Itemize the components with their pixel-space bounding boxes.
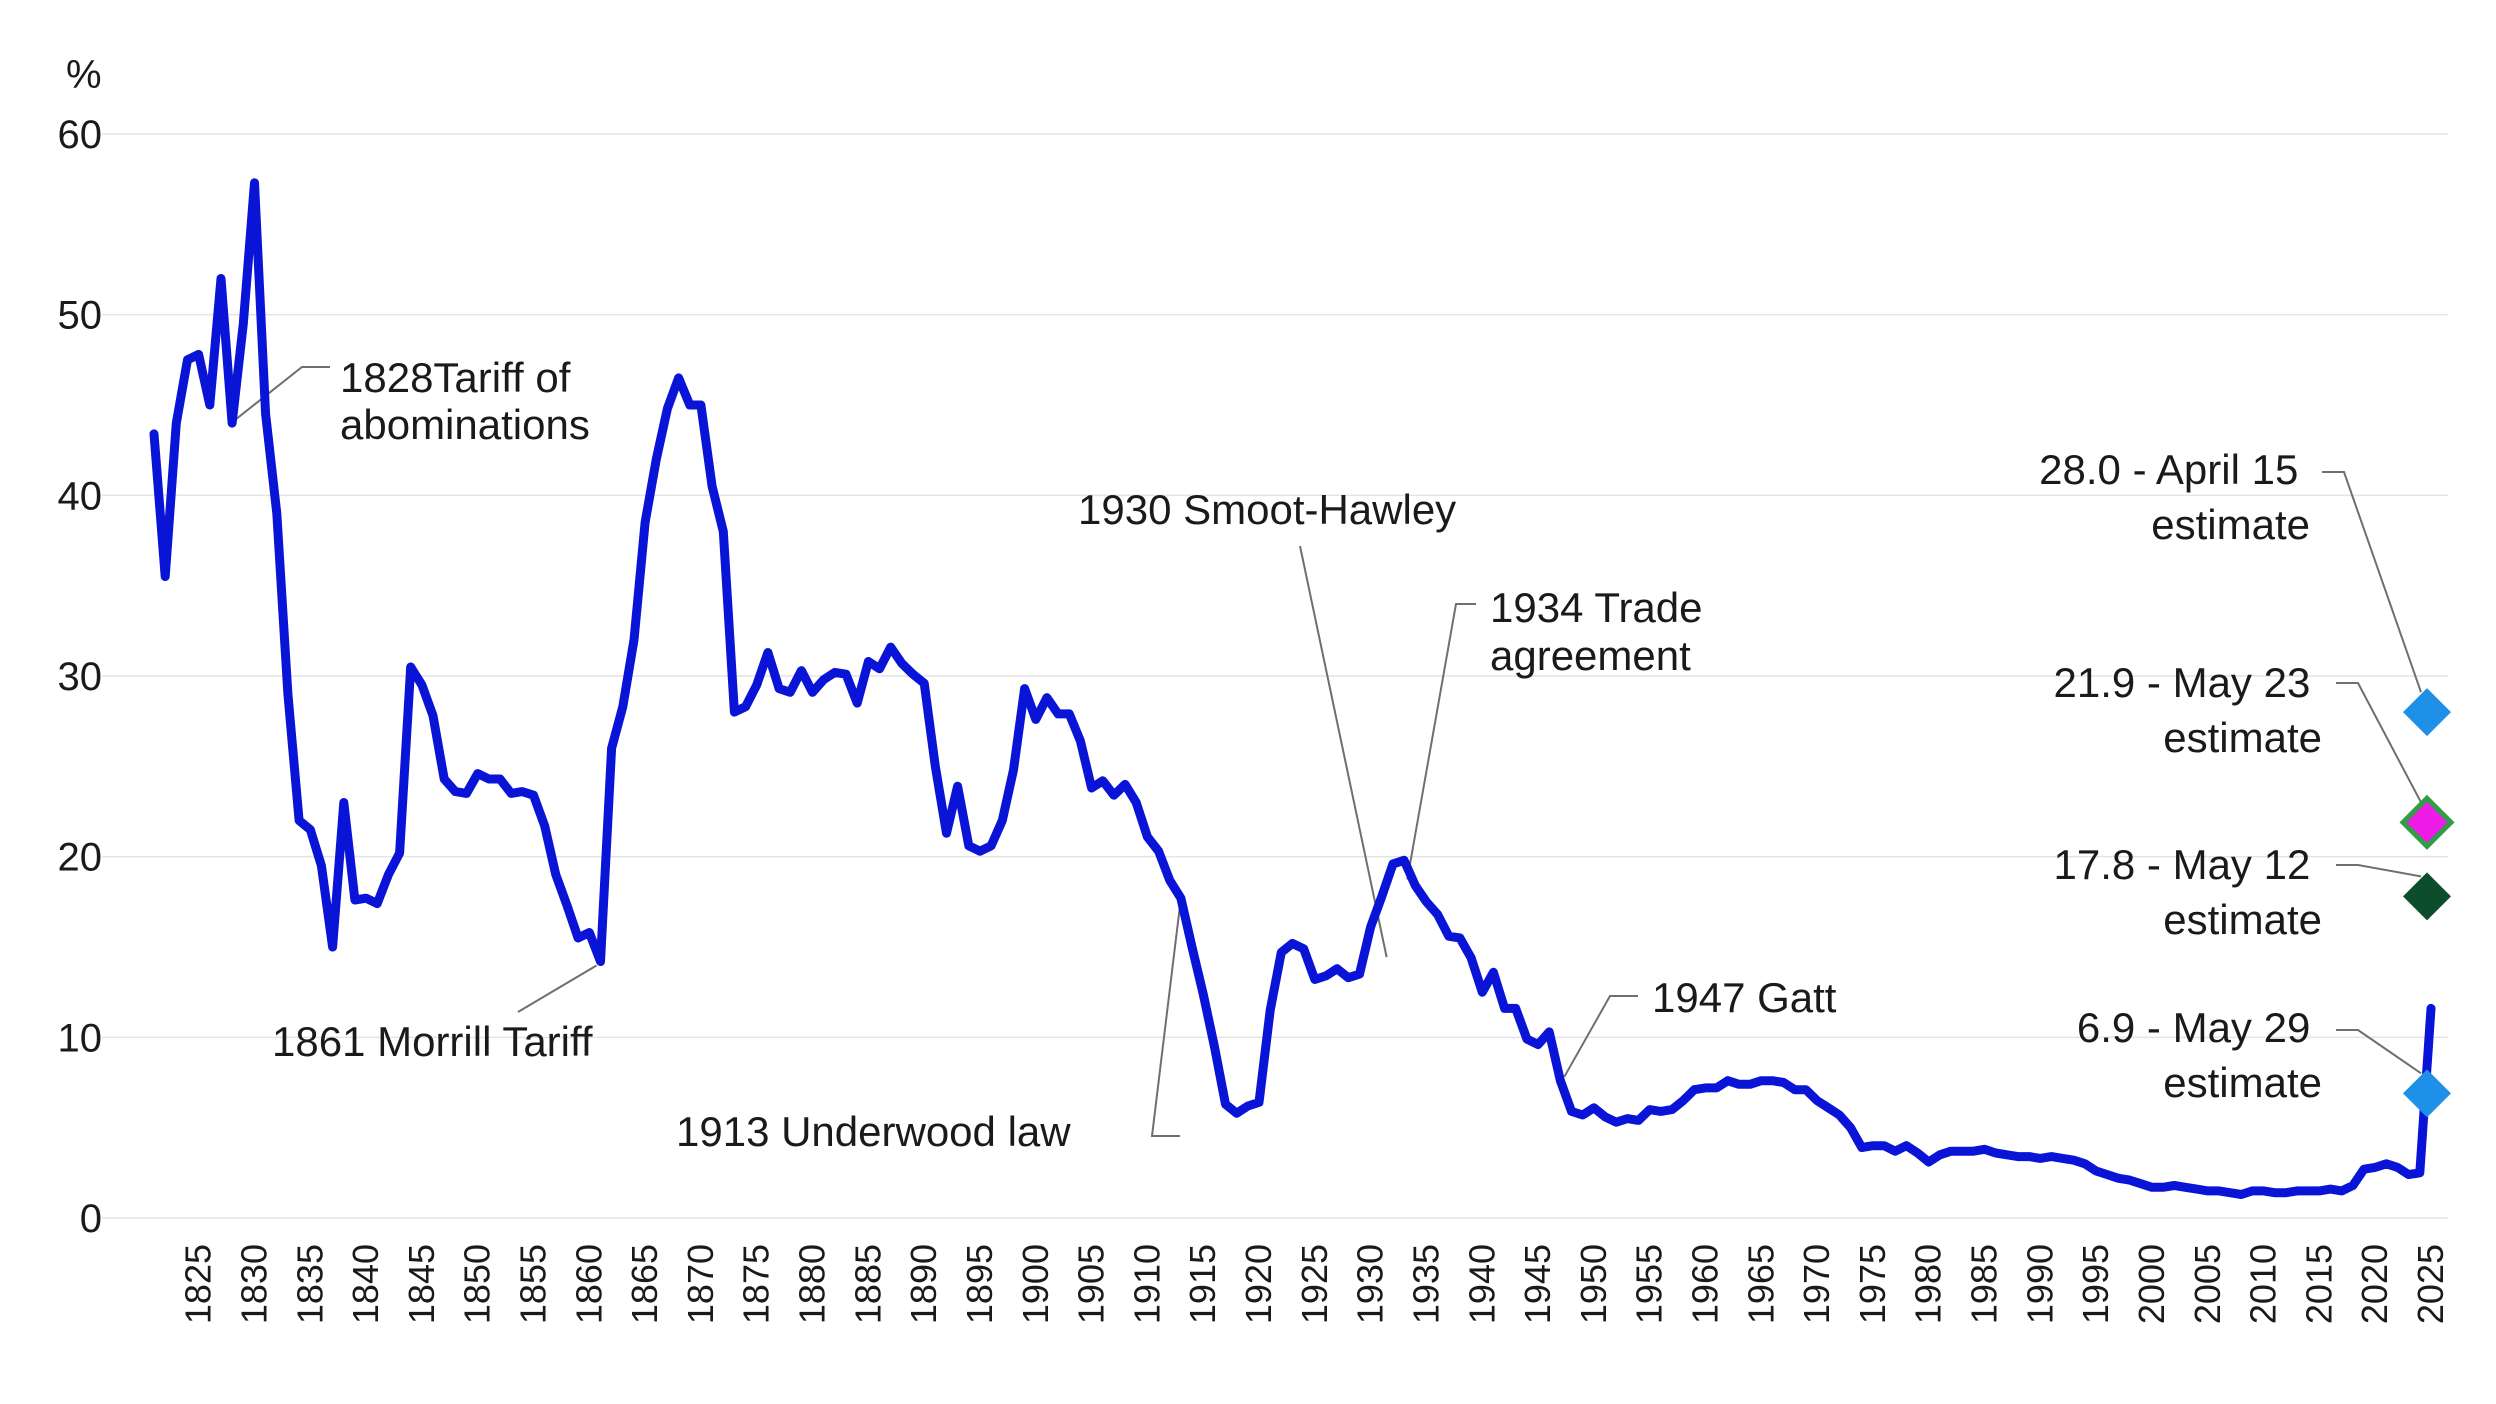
x-tick-label: 1980	[1908, 1244, 1949, 1324]
annotation-1913-label: 1913 Underwood law	[676, 1108, 1071, 1155]
estimate-leader-1	[2336, 682, 2422, 803]
annotation-leader-5	[1563, 995, 1638, 1078]
y-tick-label: 60	[58, 113, 103, 157]
annotation-1947-label: 1947 Gatt	[1652, 974, 1837, 1021]
x-tick-label: 1960	[1684, 1244, 1725, 1324]
x-tick-label: 1935	[1405, 1244, 1446, 1324]
x-tick-label: 1900	[1015, 1244, 1056, 1324]
x-tick-label: 1915	[1182, 1244, 1223, 1324]
y-tick-label: 30	[58, 655, 103, 699]
x-tick-label: 1890	[903, 1244, 944, 1324]
x-tick-label: 1990	[2019, 1244, 2060, 1324]
x-tick-label: 1845	[401, 1244, 442, 1324]
annotation-leaders	[235, 366, 2422, 1137]
tariff-series-line	[149, 178, 2436, 1199]
x-tick-label: 1830	[233, 1244, 274, 1324]
y-tick-label: 50	[58, 294, 103, 338]
x-tick-label: 2005	[2187, 1244, 2228, 1324]
estimate-april15-label: 28.0 - April 15 estimate	[2039, 446, 2310, 548]
estimate-leader-2	[2336, 864, 2422, 878]
estimate-leader-0	[2322, 471, 2422, 693]
x-tick-label: 1910	[1126, 1244, 1167, 1324]
x-tick-label: 1940	[1461, 1244, 1502, 1324]
x-tick-label: 1835	[289, 1244, 330, 1324]
estimate-marker-0	[2403, 688, 2451, 737]
x-axis-ticks: 1825 1830 1835 1840 1845 1850 1855 1860 1865 1870…	[178, 1244, 2451, 1324]
y-tick-label: 0	[80, 1197, 102, 1241]
annotation-leader-3	[1299, 545, 1388, 958]
x-tick-label: 1825	[178, 1244, 219, 1324]
x-tick-label: 1950	[1573, 1244, 1614, 1324]
x-tick-label: 1905	[1071, 1244, 1112, 1324]
x-tick-label: 1930	[1350, 1244, 1391, 1324]
annotation-leader-0	[235, 366, 330, 420]
x-tick-label: 1860	[568, 1244, 609, 1324]
x-tick-label: 1955	[1629, 1244, 1670, 1324]
x-tick-label: 1995	[2075, 1244, 2116, 1324]
estimate-may29-label: 6.9 - May 29 estimate	[2077, 1004, 2322, 1106]
gridlines	[102, 133, 2448, 1219]
x-tick-label: 1985	[1964, 1244, 2005, 1324]
annotation-leader-2	[1150, 898, 1182, 1137]
annotation-1930-label: 1930 Smoot-Hawley	[1078, 486, 1456, 533]
x-tick-label: 1880	[792, 1244, 833, 1324]
x-tick-label: 1850	[457, 1244, 498, 1324]
x-tick-label: 2010	[2243, 1244, 2284, 1324]
estimate-marker-1	[2399, 794, 2455, 850]
y-axis-ticks: 0 10 20 30 40 50 60	[58, 113, 103, 1241]
x-tick-label: 2020	[2354, 1244, 2395, 1324]
estimate-may23-label: 21.9 - May 23 estimate	[2054, 659, 2322, 761]
estimate-may12-label: 17.8 - May 12 estimate	[2054, 841, 2322, 943]
x-tick-label: 2025	[2410, 1244, 2451, 1324]
x-tick-label: 1895	[959, 1244, 1000, 1324]
estimate-markers	[2399, 688, 2455, 1118]
y-tick-label: 10	[58, 1016, 103, 1060]
y-tick-label: 40	[58, 474, 103, 518]
x-tick-label: 1875	[736, 1244, 777, 1324]
annotation-leader-1	[517, 964, 597, 1013]
x-tick-label: 1840	[345, 1244, 386, 1324]
annotation-1828-label: 1828Tariff of abominations	[340, 354, 590, 448]
x-tick-label: 2015	[2298, 1244, 2339, 1324]
x-tick-label: 1885	[847, 1244, 888, 1324]
estimate-marker-2	[2403, 872, 2451, 921]
x-tick-label: 1970	[1796, 1244, 1837, 1324]
y-axis-unit: %	[66, 53, 102, 97]
x-tick-label: 1870	[680, 1244, 721, 1324]
x-tick-label: 1865	[624, 1244, 665, 1324]
estimate-leader-3	[2336, 1029, 2422, 1075]
estimate-marker-3	[2403, 1069, 2451, 1118]
x-tick-label: 1965	[1740, 1244, 1781, 1324]
annotation-1934-label: 1934 Trade agreement	[1490, 584, 1714, 679]
x-tick-label: 1925	[1294, 1244, 1335, 1324]
annotation-1861-label: 1861 Morrill Tariff	[272, 1018, 593, 1065]
annotation-leader-4	[1406, 603, 1476, 880]
x-tick-label: 1975	[1852, 1244, 1893, 1324]
y-tick-label: 20	[58, 836, 103, 880]
x-tick-label: 1920	[1238, 1244, 1279, 1324]
x-tick-label: 2000	[2131, 1244, 2172, 1324]
x-tick-label: 1945	[1517, 1244, 1558, 1324]
x-tick-label: 1855	[513, 1244, 554, 1324]
